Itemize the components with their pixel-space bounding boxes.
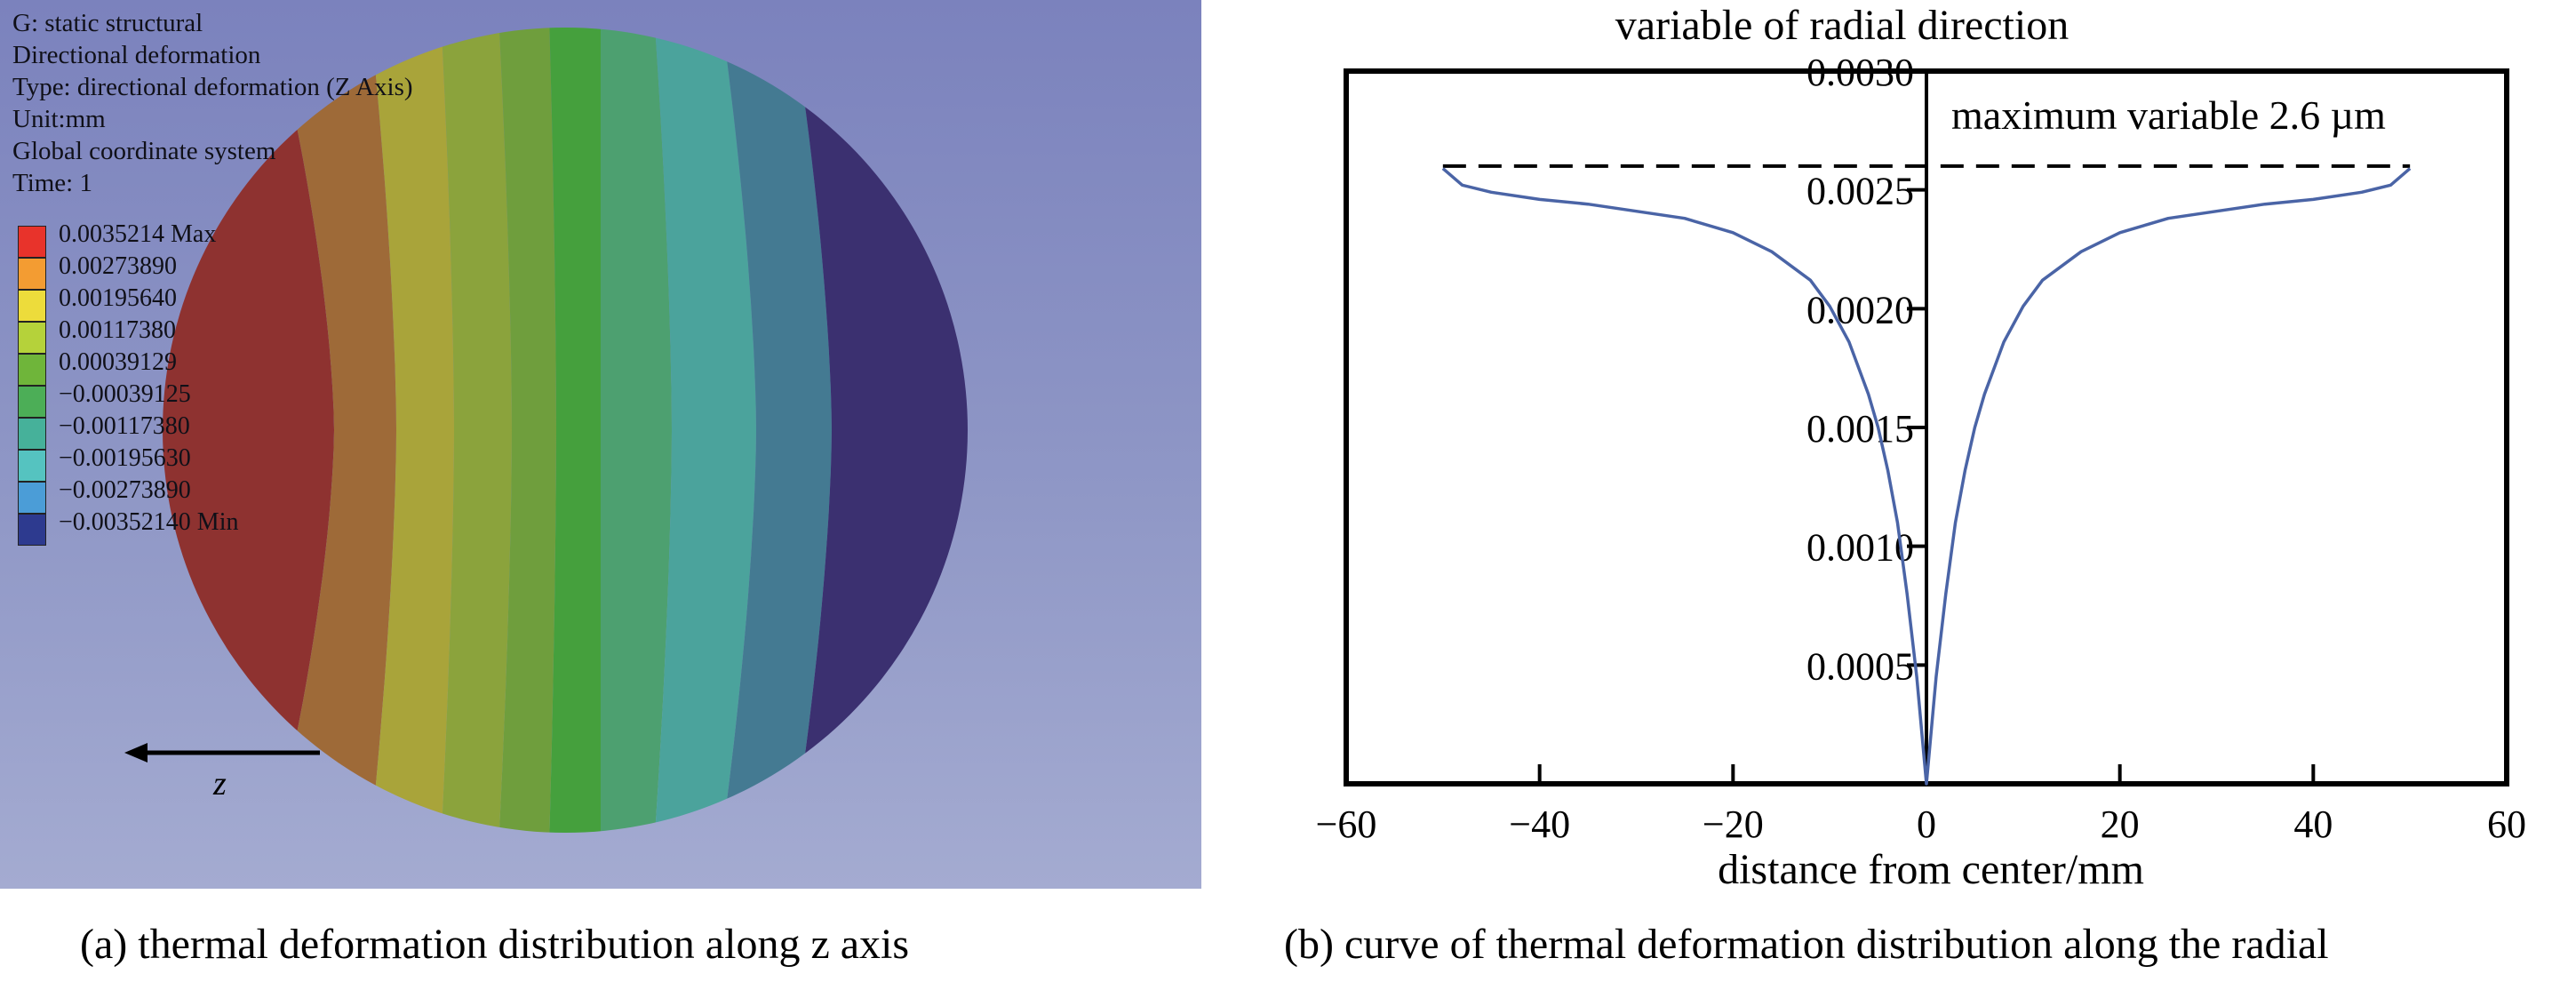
x-tick-label: 60 [2487,802,2526,846]
x-tick-label: −60 [1316,802,1377,846]
caption-a: (a) thermal deformation distribution alo… [80,921,910,968]
legend-label: 0.00273890 [59,252,177,280]
x-tick-label: −40 [1509,802,1570,846]
legend-label: 0.0035214 Max [59,220,217,248]
info-line: Directional deformation [12,41,261,69]
info-line: Unit:mm [12,105,106,133]
result-info: G: static structural Directional deforma… [12,7,413,199]
contour-band [370,28,454,833]
contour-plot-panel: G: static structural Directional deforma… [0,0,1201,889]
legend-label: −0.00117380 [59,412,190,440]
y-tick-label: 0.0005 [1806,644,1914,688]
legend-label: 0.00195640 [59,284,177,312]
info-line: Time: 1 [12,169,92,197]
legend-swatch [18,322,46,354]
contour-band [441,28,512,833]
legend-swatch [18,290,46,322]
contour-band [792,28,968,833]
y-tick-label: 0.0015 [1806,407,1914,451]
x-axis-label: distance from center/mm [1718,846,2144,893]
deformation-disk [163,28,968,833]
info-line: Type: directional deformation (Z Axis) [12,73,413,101]
legend-swatch [18,258,46,290]
x-tick-label: 0 [1917,802,1936,846]
contour-band [498,28,556,833]
contour-band [721,28,832,833]
deformation-curve [1441,167,2412,786]
legend-label: 0.00117380 [59,316,176,344]
legend-swatch [18,514,46,546]
legend-label: −0.00273890 [59,476,191,504]
contour-band [163,28,334,833]
z-axis-label: z [213,765,227,802]
legend-label: −0.00039125 [59,380,191,408]
x-tick-label: 40 [2293,802,2333,846]
max-annotation: maximum variable 2.6 µm [1951,92,2386,138]
caption-b: (b) curve of thermal deformation distrib… [1284,921,2329,968]
info-line: Global coordinate system [12,137,276,165]
legend-label: −0.00352140 Min [59,508,239,536]
info-line: G: static structural [12,9,203,37]
chart-title: variable of radial direction [1615,2,2069,49]
legend-swatch [18,386,46,418]
x-tick-label: 20 [2101,802,2140,846]
contour-band [654,28,756,833]
legend-swatch [18,226,46,258]
y-tick-label: 0.0010 [1806,526,1914,570]
contour-band [601,28,672,833]
x-tick-label: −20 [1703,802,1764,846]
legend-swatch [18,482,46,514]
legend-swatch [18,354,46,386]
legend-swatch [18,450,46,482]
legend-swatch [18,418,46,450]
z-axis-arrow-icon [124,743,320,762]
y-tick-label: 0.0030 [1806,51,1914,94]
contour-band [272,28,396,833]
contour-band [549,28,601,833]
y-tick-label: 0.0025 [1806,170,1914,213]
radial-deformation-chart: variable of radial direction −60 −40 −20 0 20… [1316,2,2526,893]
legend-label: 0.00039129 [59,348,177,376]
y-tick-label: 0.0020 [1806,288,1914,331]
legend-label: −0.00195630 [59,444,191,472]
